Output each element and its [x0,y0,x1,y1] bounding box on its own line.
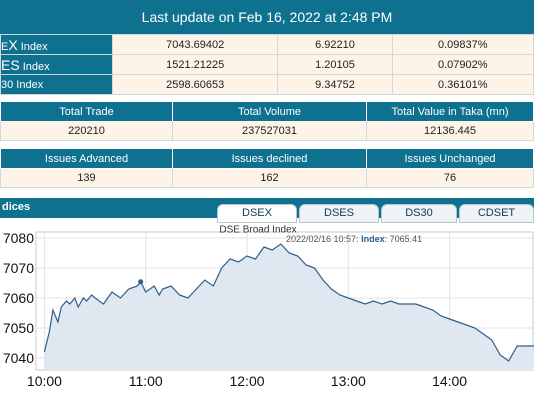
index-value: 7043.69402 [111,34,279,55]
x-tick-label: 11:00 [129,373,163,389]
tab-dsex[interactable]: DSEX [217,204,297,223]
tooltip-time: 2022/02/16 10:57 [286,234,356,244]
chart-tooltip: 2022/02/16 10:57: Index: 7065.41 [286,234,422,244]
total-volume-value: 237527031 [172,121,367,141]
last-update-text: Last update on Feb 16, 2022 at 2:48 PM [141,9,393,25]
y-tick-label: 7070 [3,260,34,276]
tab-dses[interactable]: DSES [299,204,379,223]
issues-table: Issues Advanced Issues declined Issues U… [0,148,534,188]
index-name[interactable]: ES Index [0,54,113,75]
x-tick-label: 14:00 [432,373,467,389]
total-value-header: Total Value in Taka (mn) [366,101,534,122]
highlight-point [138,279,144,285]
tab-ds30[interactable]: DS30 [381,204,457,223]
issues-unchanged-header: Issues Unchanged [366,148,534,169]
series-line [43,243,534,362]
chart-title: DSE Broad Index [219,224,296,235]
table-row: 139 162 76 [0,168,534,188]
table-header-row: Issues Advanced Issues declined Issues U… [0,148,534,169]
trade-table: Total Trade Total Volume Total Value in … [0,101,534,141]
issues-advanced-value: 139 [0,168,173,188]
table-header-row: Total Trade Total Volume Total Value in … [0,101,534,122]
index-pct: 0.07902% [391,54,534,75]
x-tick-label: 13:00 [331,373,366,389]
tooltip-value: 7065.41 [390,234,423,244]
last-update-banner: Last update on Feb 16, 2022 at 2:48 PM [0,0,534,34]
table-row: EX Index 7043.69402 6.92210 0.09837% [0,34,534,55]
issues-advanced-header: Issues Advanced [0,148,173,169]
x-tick-label: 12:00 [229,373,264,389]
issues-declined-header: Issues declined [172,148,367,169]
index-change: 9.34752 [277,74,393,95]
index-name[interactable]: 30 Index [0,74,113,95]
index-pct: 0.36101% [391,74,534,95]
total-value-value: 12136.445 [366,121,534,141]
index-value: 2598.60653 [111,74,279,95]
issues-declined-value: 162 [172,168,367,188]
index-change: 6.92210 [277,34,393,55]
total-volume-header: Total Volume [172,101,367,122]
tooltip-label: Index [361,234,385,244]
table-row: 220210 237527031 12136.445 [0,121,534,141]
indices-panel-label: dices [2,201,31,213]
table-row: 30 Index 2598.60653 9.34752 0.36101% [0,74,534,95]
index-name[interactable]: EX Index [0,34,113,55]
index-pct: 0.09837% [391,34,534,55]
index-chart[interactable]: 7040 7050 7060 7070 7080 10:00 11:00 12:00 13:00… [0,224,534,400]
y-tick-label: 7060 [3,290,34,306]
issues-unchanged-value: 76 [366,168,534,188]
y-tick-label: 7080 [3,230,34,246]
index-change: 1.20105 [277,54,393,75]
total-trade-header: Total Trade [0,101,173,122]
index-value: 1521.21225 [111,54,279,75]
table-row: ES Index 1521.21225 1.20105 0.07902% [0,54,534,75]
x-tick-label: 10:00 [27,373,62,389]
y-tick-label: 7040 [3,350,34,366]
series-area [44,244,534,370]
tab-cdset[interactable]: CDSET [459,204,534,223]
total-trade-value: 220210 [0,121,173,141]
index-table: EX Index 7043.69402 6.92210 0.09837% ES … [0,34,534,95]
index-chart-svg[interactable]: 7040 7050 7060 7070 7080 10:00 11:00 12:00 13:00… [0,224,534,400]
y-tick-label: 7050 [3,320,34,336]
